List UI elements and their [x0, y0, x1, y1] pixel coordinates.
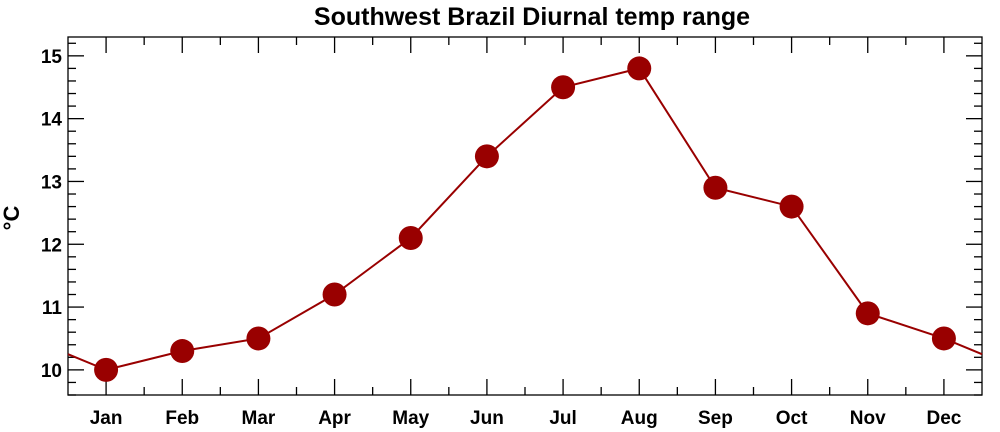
- x-tick-label: Nov: [850, 408, 886, 429]
- y-tick-label: 13: [41, 172, 62, 193]
- chart-title: Southwest Brazil Diurnal temp range: [314, 3, 750, 31]
- data-point: [703, 175, 728, 200]
- x-tick-label: Dec: [926, 408, 961, 429]
- x-tick-label: Sep: [698, 408, 733, 429]
- x-tick-label: Feb: [165, 408, 199, 429]
- data-point: [779, 194, 804, 219]
- x-tick-label: Jan: [90, 408, 123, 429]
- x-tick-label: Mar: [242, 408, 276, 429]
- data-point: [627, 56, 652, 81]
- plot-frame: [67, 36, 983, 396]
- y-axis-label: °C: [0, 206, 24, 231]
- series-line-path: [67, 67, 983, 371]
- axis-ticks: [68, 37, 982, 396]
- x-tick-label: Jul: [549, 408, 576, 429]
- y-tick-label: 11: [42, 298, 63, 319]
- x-tick-labels: Jan Feb Mar Apr May Jun Jul Aug Sep Oct Nov Dec: [90, 408, 962, 429]
- x-tick-label: Aug: [621, 408, 658, 429]
- data-point: [94, 357, 119, 382]
- data-point: [551, 75, 576, 100]
- data-point: [931, 326, 956, 351]
- x-tick-label: May: [392, 408, 429, 429]
- x-tick-label: Jun: [470, 408, 504, 429]
- y-tick-label: 15: [41, 47, 63, 68]
- x-tick-label: Apr: [318, 408, 351, 429]
- data-point: [170, 339, 195, 364]
- data-point: [474, 144, 499, 169]
- data-point: [398, 225, 423, 250]
- y-tick-labels: 10 11 12 13 14 15: [41, 47, 63, 382]
- data-point: [322, 282, 347, 307]
- series-markers: [94, 56, 956, 382]
- y-tick-label: 10: [41, 361, 62, 382]
- x-tick-label: Oct: [776, 408, 808, 429]
- data-point: [246, 326, 271, 351]
- y-tick-label: 12: [41, 235, 62, 256]
- series-line: [67, 67, 983, 371]
- y-tick-label: 14: [41, 110, 63, 131]
- data-point: [855, 301, 880, 326]
